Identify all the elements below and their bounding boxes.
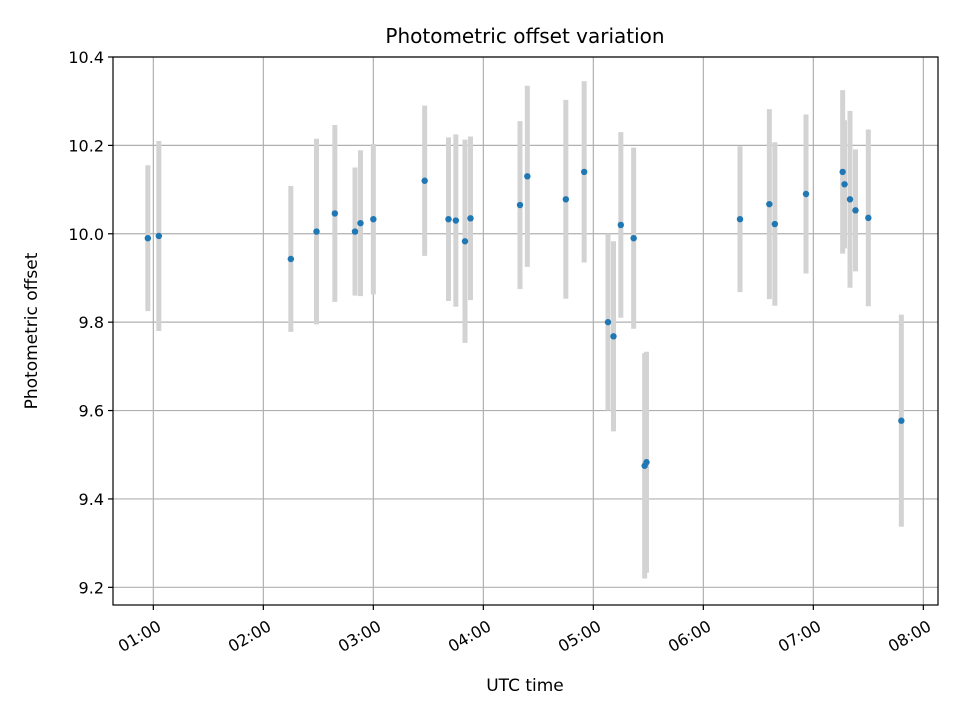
- data-point: [841, 181, 848, 188]
- data-point: [771, 220, 779, 228]
- data-point: [155, 232, 163, 240]
- y-tick-label: 9.8: [79, 313, 104, 332]
- data-point: [524, 173, 531, 180]
- data-point: [421, 177, 428, 184]
- data-point: [736, 215, 744, 223]
- data-point: [357, 219, 364, 227]
- y-tick-label: 10.4: [68, 48, 104, 67]
- data-point: [580, 168, 588, 176]
- data-point: [467, 215, 474, 222]
- y-tick-label: 9.4: [79, 490, 104, 509]
- data-point: [865, 214, 872, 222]
- data-point: [452, 217, 460, 224]
- data-point: [461, 238, 469, 245]
- y-tick-label: 9.2: [79, 578, 104, 597]
- data-points: [144, 168, 905, 469]
- data-point: [617, 221, 625, 229]
- data-point: [313, 228, 320, 235]
- data-point: [287, 255, 295, 263]
- data-point: [852, 207, 859, 214]
- data-point: [898, 417, 905, 424]
- data-point: [610, 333, 617, 340]
- data-point: [643, 459, 650, 466]
- data-point: [516, 201, 524, 209]
- y-axis-label: Photometric offset: [22, 252, 42, 409]
- y-tick-label: 9.6: [79, 402, 104, 421]
- data-point: [370, 215, 377, 223]
- data-point: [604, 318, 612, 326]
- data-point: [331, 210, 339, 217]
- data-point: [839, 168, 846, 176]
- chart-title: Photometric offset variation: [385, 24, 664, 48]
- data-point: [445, 215, 452, 223]
- data-point: [144, 234, 152, 242]
- plot-frame: [112, 56, 939, 606]
- data-point: [630, 234, 637, 242]
- data-point: [802, 190, 810, 198]
- data-point: [846, 196, 854, 203]
- y-tick-label: 10.2: [68, 136, 104, 155]
- y-tick-label: 10.0: [68, 225, 104, 244]
- x-axis-label: UTC time: [486, 676, 564, 696]
- data-point: [562, 196, 570, 203]
- data-point: [351, 228, 359, 235]
- data-point: [766, 200, 773, 208]
